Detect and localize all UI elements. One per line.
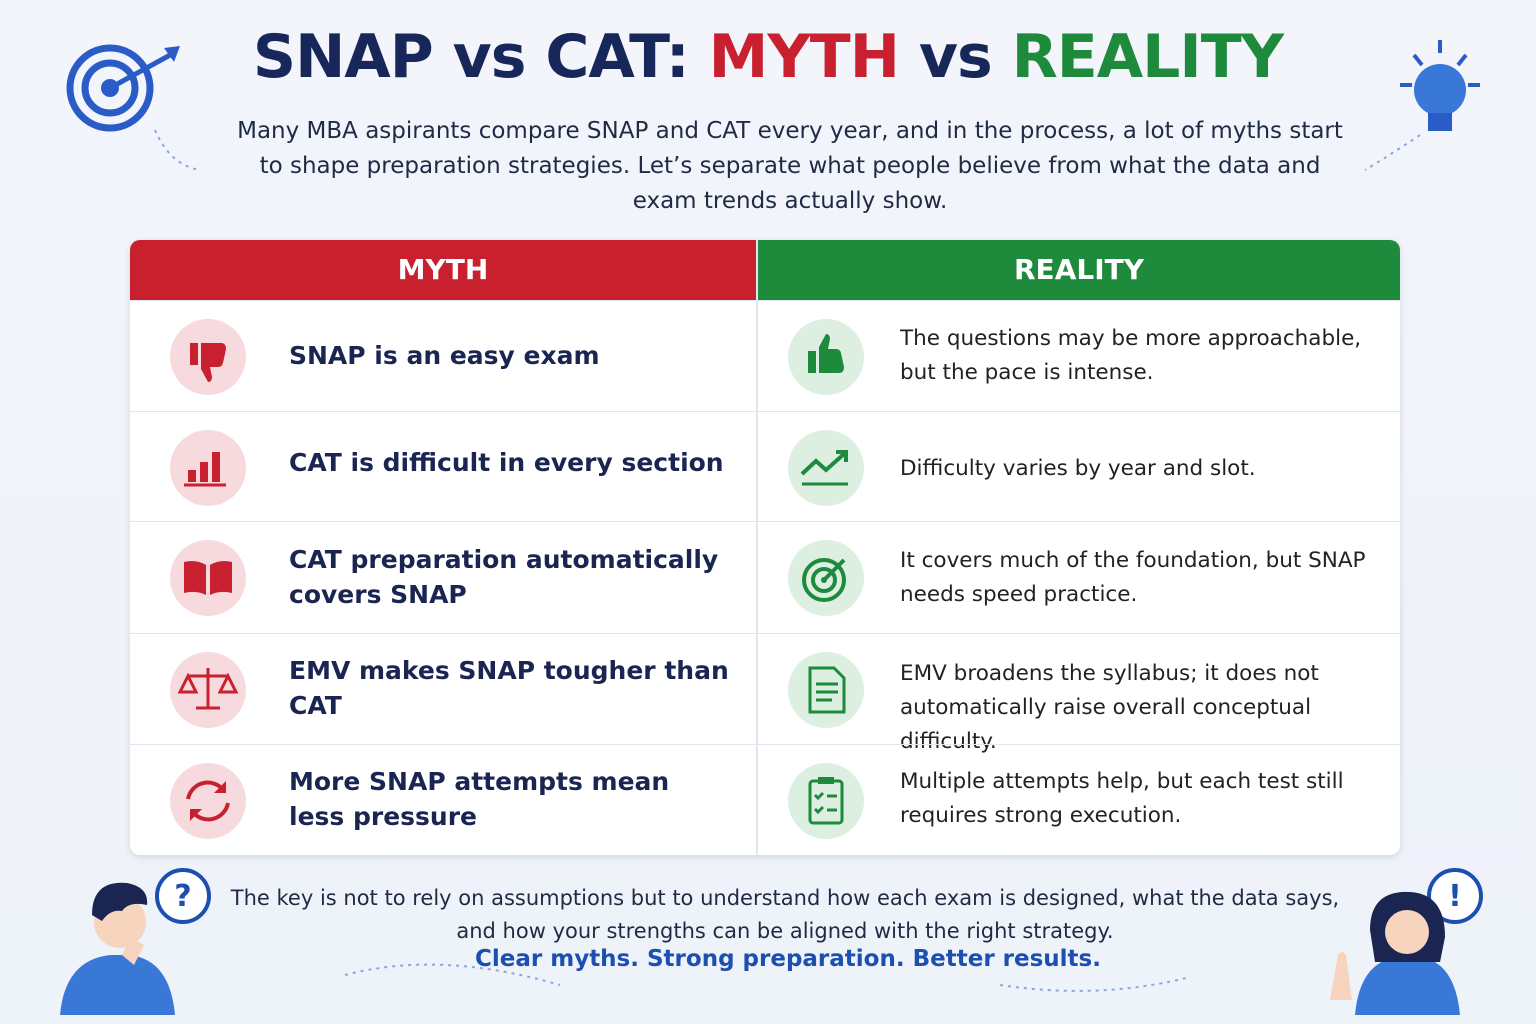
dotted-curves bbox=[344, 963, 1191, 992]
row: SNAP is an easy exam The questions may b… bbox=[130, 300, 1400, 412]
myth-reality-table: MYTH REALITY SNAP is an easy exam The qu… bbox=[130, 240, 1400, 855]
title-myth: MYTH bbox=[708, 22, 900, 92]
thinking-person: ? bbox=[60, 868, 211, 1015]
scale-icon bbox=[170, 652, 246, 728]
checklist-icon bbox=[788, 763, 864, 839]
bulb-icon bbox=[1364, 40, 1480, 171]
document-icon bbox=[788, 652, 864, 728]
intro: Many MBA aspirants compare SNAP and CAT … bbox=[237, 118, 1343, 214]
reality-text: The questions may be more approachable, … bbox=[900, 326, 1362, 385]
myth-header: MYTH bbox=[130, 240, 756, 300]
myth-text: CAT preparation automatically covers SNA… bbox=[289, 545, 719, 609]
thumb-up-icon bbox=[788, 319, 864, 395]
svg-text:!: ! bbox=[1448, 879, 1462, 914]
reality-text: EMV broadens the syllabus; it does not a… bbox=[900, 661, 1319, 754]
row: CAT preparation automatically covers SNA… bbox=[130, 521, 1400, 634]
svg-text:?: ? bbox=[174, 879, 191, 914]
explaining-person: ! bbox=[1330, 868, 1483, 1015]
title-vs: vs bbox=[918, 22, 993, 92]
target-icon bbox=[66, 44, 201, 171]
book-icon bbox=[170, 540, 246, 616]
trend-icon bbox=[788, 430, 864, 506]
row: More SNAP attempts mean less pressure Mu… bbox=[130, 744, 1400, 855]
reality-text: Difficulty varies by year and slot. bbox=[900, 456, 1256, 481]
tagline: Clear myths. Strong preparation. Better … bbox=[475, 946, 1101, 972]
row: CAT is difficult in every section Diffic… bbox=[130, 411, 1400, 522]
divider bbox=[756, 240, 758, 855]
reality-text: Multiple attempts help, but each test st… bbox=[900, 769, 1344, 828]
reality-header: REALITY bbox=[758, 240, 1400, 300]
chart-icon bbox=[170, 430, 246, 506]
myth-text: More SNAP attempts mean less pressure bbox=[289, 767, 670, 831]
title-reality: REALITY bbox=[1011, 22, 1285, 92]
myth-text: EMV makes SNAP tougher than CAT bbox=[289, 656, 729, 720]
refresh-icon bbox=[170, 763, 246, 839]
row: EMV makes SNAP tougher than CAT EMV broa… bbox=[130, 633, 1400, 754]
title-part: SNAP vs CAT: bbox=[252, 22, 690, 92]
myth-text: CAT is difficult in every section bbox=[289, 448, 724, 477]
footer-text: The key is not to rely on assumptions bu… bbox=[230, 886, 1340, 943]
thumb-down-icon bbox=[170, 319, 246, 395]
myth-text: SNAP is an easy exam bbox=[289, 341, 600, 370]
title: SNAP vs CAT: MYTH vs REALITY bbox=[0, 22, 1536, 92]
reality-text: It covers much of the foundation, but SN… bbox=[900, 548, 1366, 607]
target-icon bbox=[788, 540, 864, 616]
